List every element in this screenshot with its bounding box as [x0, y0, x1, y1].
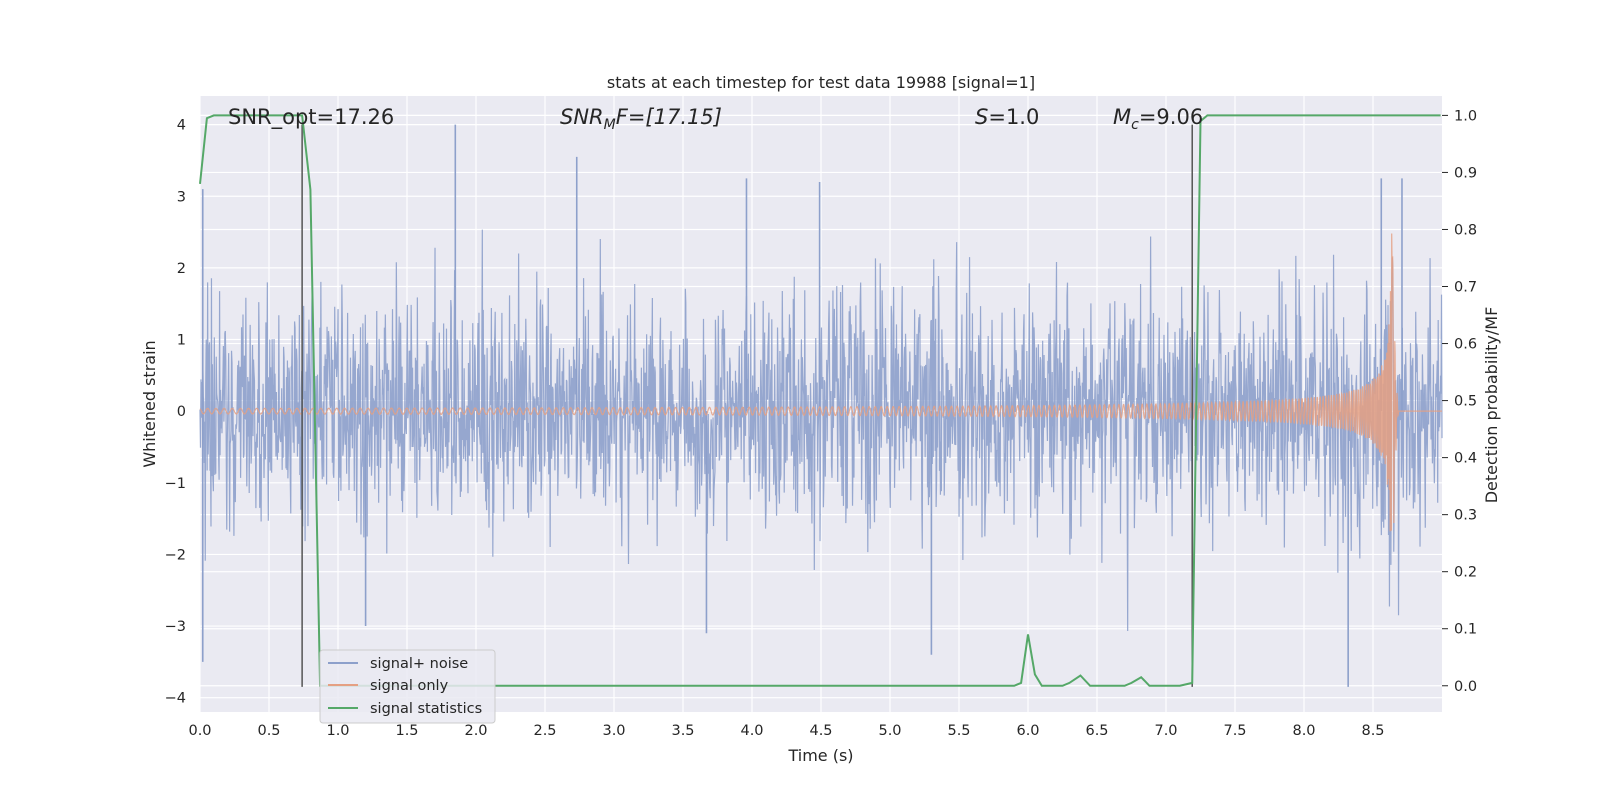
y-axis-ticks: 4 3 2 1 0 −1 −2 −3 −4: [165, 118, 186, 707]
y-tick-label: −2: [165, 547, 186, 563]
x-tick-label: 7.0: [1154, 723, 1177, 739]
marker-lines: [301, 124, 1193, 687]
y2-tick-label: 0.5: [1454, 394, 1477, 410]
x-tick-label: 8.5: [1361, 723, 1384, 739]
x-tick-label: 0.5: [257, 723, 280, 739]
x-tick-label: 4.5: [809, 723, 832, 739]
x-tick-label: 0.0: [188, 723, 211, 739]
y-tick-label: −4: [165, 691, 186, 707]
x-tick-label: 5.5: [947, 723, 970, 739]
mc-rest: =9.06: [1139, 105, 1203, 129]
y-axis-label: Whitened strain: [140, 340, 159, 467]
x-tick-label: 2.5: [533, 723, 556, 739]
snr-mf-main: SNR: [560, 105, 604, 129]
chart-title: stats at each timestep for test data 199…: [607, 73, 1035, 92]
y2-tick-label: 0.3: [1454, 508, 1477, 524]
legend-label-signal-statistics: signal statistics: [370, 701, 482, 717]
y2-tick-label: 0.7: [1454, 280, 1477, 296]
s-main: S: [975, 105, 988, 129]
annotation-s: S=1.0: [975, 105, 1039, 129]
y2-tick-label: 0.4: [1454, 451, 1477, 467]
s-rest: =1.0: [988, 105, 1039, 129]
y-tick-label: −1: [165, 476, 186, 492]
annotation-mc: Mc=9.06: [1113, 105, 1203, 133]
y-tick-label: 2: [177, 261, 186, 277]
x-axis-label: Time (s): [787, 746, 853, 765]
signal-plus-noise-line: [199, 229, 1443, 632]
y2-tick-label: 0.6: [1454, 337, 1477, 353]
y2-tick-label: 1.0: [1454, 108, 1477, 124]
y-tick-label: 0: [177, 404, 186, 420]
x-tick-label: 3.0: [602, 723, 625, 739]
snr-mf-sub: M: [604, 117, 616, 133]
y-tick-label: 3: [177, 189, 186, 205]
y-tick-label: −3: [165, 619, 186, 635]
annotation-snr-mf: SNRMF=[17.15]: [560, 105, 722, 133]
mc-main: M: [1113, 105, 1131, 129]
y2-axis-ticks: 1.0 0.9 0.8 0.7 0.6 0.5 0.4 0.3 0.2 0.1 0.0: [1442, 108, 1477, 695]
x-tick-label: 1.5: [395, 723, 418, 739]
signal-only-line: [199, 233, 1442, 532]
legend: signal+ noise signal only signal statist…: [319, 649, 496, 724]
annotation-snr-opt: SNR_opt=17.26: [228, 105, 394, 130]
legend-label-signal-plus-noise: signal+ noise: [370, 656, 468, 672]
y2-tick-label: 0.2: [1454, 565, 1477, 581]
signal-only-series: [199, 233, 1442, 532]
legend-box: [319, 649, 496, 724]
x-tick-label: 6.5: [1085, 723, 1108, 739]
x-tick-label: 3.5: [671, 723, 694, 739]
y2-tick-label: 0.1: [1454, 622, 1477, 638]
y-tick-label: 4: [177, 118, 186, 134]
signal-statistics-series: [199, 114, 1441, 687]
y2-tick-label: 0.8: [1454, 222, 1477, 238]
x-tick-label: 7.5: [1223, 723, 1246, 739]
snr-mf-rest: F=[17.15]: [616, 105, 722, 129]
legend-label-signal-only: signal only: [370, 678, 449, 694]
x-tick-label: 4.0: [740, 723, 763, 739]
x-tick-label: 2.0: [464, 723, 487, 739]
signal-plus-noise-series: [199, 124, 1443, 687]
y2-tick-label: 0.9: [1454, 165, 1477, 181]
x-tick-label: 1.0: [326, 723, 349, 739]
x-tick-label: 8.0: [1292, 723, 1315, 739]
x-tick-label: 5.0: [878, 723, 901, 739]
x-tick-label: 6.0: [1016, 723, 1039, 739]
y2-tick-label: 0.0: [1454, 679, 1477, 695]
y2-axis-label: Detection probability/MF: [1482, 307, 1501, 504]
signal-statistics-line: [199, 114, 1441, 687]
mc-sub: c: [1131, 117, 1139, 133]
x-axis-ticks: 0.0 0.5 1.0 1.5 2.0 2.5 3.0 3.5 4.0 4.5 5.0 5.5 6.0 6…: [188, 723, 1384, 739]
y-tick-label: 1: [177, 333, 186, 349]
